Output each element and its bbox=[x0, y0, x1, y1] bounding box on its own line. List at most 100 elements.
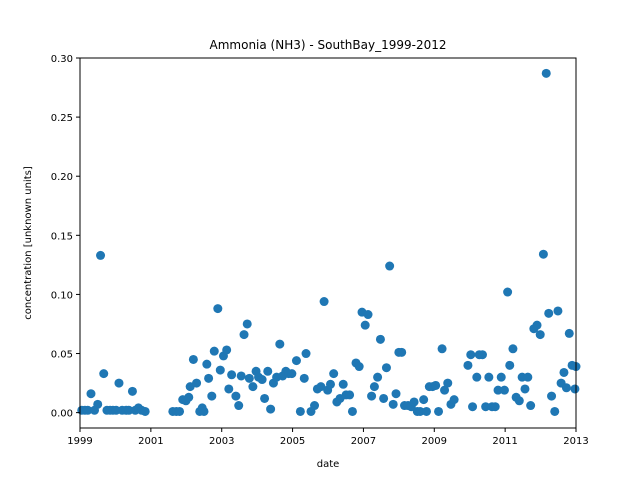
data-point bbox=[463, 360, 473, 370]
data-point bbox=[385, 261, 395, 271]
x-tick-label: 2013 bbox=[563, 436, 588, 447]
data-point bbox=[503, 287, 513, 297]
data-point bbox=[559, 367, 569, 377]
data-point bbox=[192, 378, 202, 388]
data-point bbox=[224, 384, 234, 394]
data-point bbox=[301, 349, 311, 359]
data-point bbox=[184, 392, 194, 402]
data-point bbox=[437, 344, 447, 354]
data-point bbox=[213, 304, 223, 314]
data-point bbox=[360, 320, 370, 330]
data-point bbox=[496, 372, 506, 382]
data-point bbox=[535, 330, 545, 340]
data-point bbox=[409, 397, 419, 407]
data-point bbox=[234, 401, 244, 411]
x-tick-label: 2005 bbox=[280, 436, 305, 447]
data-point bbox=[329, 369, 339, 379]
data-point bbox=[468, 402, 478, 412]
data-point bbox=[248, 382, 258, 392]
data-point bbox=[484, 372, 494, 382]
data-point bbox=[397, 347, 407, 357]
data-point bbox=[86, 389, 96, 399]
data-point bbox=[541, 68, 551, 78]
points-layer bbox=[77, 68, 581, 416]
y-tick-label: 0.10 bbox=[51, 290, 73, 301]
data-point bbox=[316, 382, 326, 392]
data-point bbox=[419, 395, 429, 405]
data-point bbox=[514, 396, 524, 406]
data-point bbox=[508, 344, 518, 354]
data-point bbox=[175, 406, 185, 416]
data-point bbox=[222, 345, 232, 355]
data-point bbox=[114, 378, 124, 388]
x-tick-label: 2003 bbox=[209, 436, 234, 447]
data-point bbox=[287, 369, 297, 379]
data-point bbox=[140, 406, 150, 416]
data-point bbox=[209, 346, 219, 356]
data-point bbox=[553, 306, 563, 316]
x-axis: 1999 2001 2003 2005 2007 2009 2011 2013 bbox=[67, 428, 589, 447]
y-axis: 0.00 0.05 0.10 0.15 0.20 0.25 0.30 bbox=[51, 54, 80, 420]
data-point bbox=[523, 372, 533, 382]
data-point bbox=[236, 371, 246, 381]
y-tick-label: 0.25 bbox=[51, 113, 73, 124]
data-point bbox=[266, 404, 276, 414]
data-point bbox=[204, 373, 214, 383]
data-point bbox=[526, 401, 536, 411]
y-axis-label: concentration [unknown units] bbox=[23, 166, 34, 320]
data-point bbox=[449, 395, 459, 405]
data-point bbox=[544, 308, 554, 318]
data-point bbox=[570, 384, 580, 394]
data-point bbox=[188, 354, 198, 364]
data-point bbox=[338, 379, 348, 389]
data-point bbox=[477, 350, 487, 360]
x-axis-label: date bbox=[317, 459, 340, 470]
data-point bbox=[96, 250, 106, 260]
data-point bbox=[373, 372, 383, 382]
data-point bbox=[443, 378, 453, 388]
data-point bbox=[367, 391, 377, 401]
data-point bbox=[354, 362, 364, 372]
data-point bbox=[466, 350, 476, 360]
y-tick-label: 0.15 bbox=[51, 231, 73, 242]
data-point bbox=[538, 249, 548, 259]
data-point bbox=[227, 370, 237, 380]
data-point bbox=[319, 297, 329, 307]
plot-frame bbox=[79, 57, 577, 429]
data-point bbox=[242, 319, 252, 329]
data-point bbox=[347, 406, 357, 416]
data-point bbox=[124, 405, 134, 415]
data-point bbox=[231, 391, 241, 401]
data-point bbox=[244, 373, 254, 383]
data-point bbox=[202, 359, 212, 369]
data-point bbox=[260, 393, 270, 403]
data-point bbox=[199, 406, 209, 416]
data-point bbox=[263, 366, 273, 376]
data-point bbox=[345, 390, 355, 400]
data-point bbox=[391, 389, 401, 399]
x-tick-label: 2009 bbox=[422, 436, 447, 447]
data-point bbox=[532, 320, 542, 330]
data-point bbox=[310, 401, 320, 411]
data-point bbox=[505, 360, 515, 370]
data-point bbox=[415, 406, 425, 416]
data-point bbox=[83, 405, 93, 415]
data-point bbox=[375, 334, 385, 344]
data-point bbox=[381, 363, 391, 373]
data-point bbox=[207, 391, 217, 401]
data-point bbox=[325, 379, 335, 389]
data-point bbox=[299, 373, 309, 383]
data-point bbox=[291, 356, 301, 366]
data-point bbox=[472, 372, 482, 382]
y-tick-label: 0.05 bbox=[51, 350, 73, 361]
data-point bbox=[379, 393, 389, 403]
data-point bbox=[421, 406, 431, 416]
chart-title: Ammonia (NH3) - SouthBay_1999-2012 bbox=[210, 38, 447, 52]
data-point bbox=[490, 402, 500, 412]
data-point bbox=[434, 406, 444, 416]
x-tick-label: 2007 bbox=[351, 436, 376, 447]
data-point bbox=[215, 365, 225, 375]
data-point bbox=[363, 310, 373, 320]
